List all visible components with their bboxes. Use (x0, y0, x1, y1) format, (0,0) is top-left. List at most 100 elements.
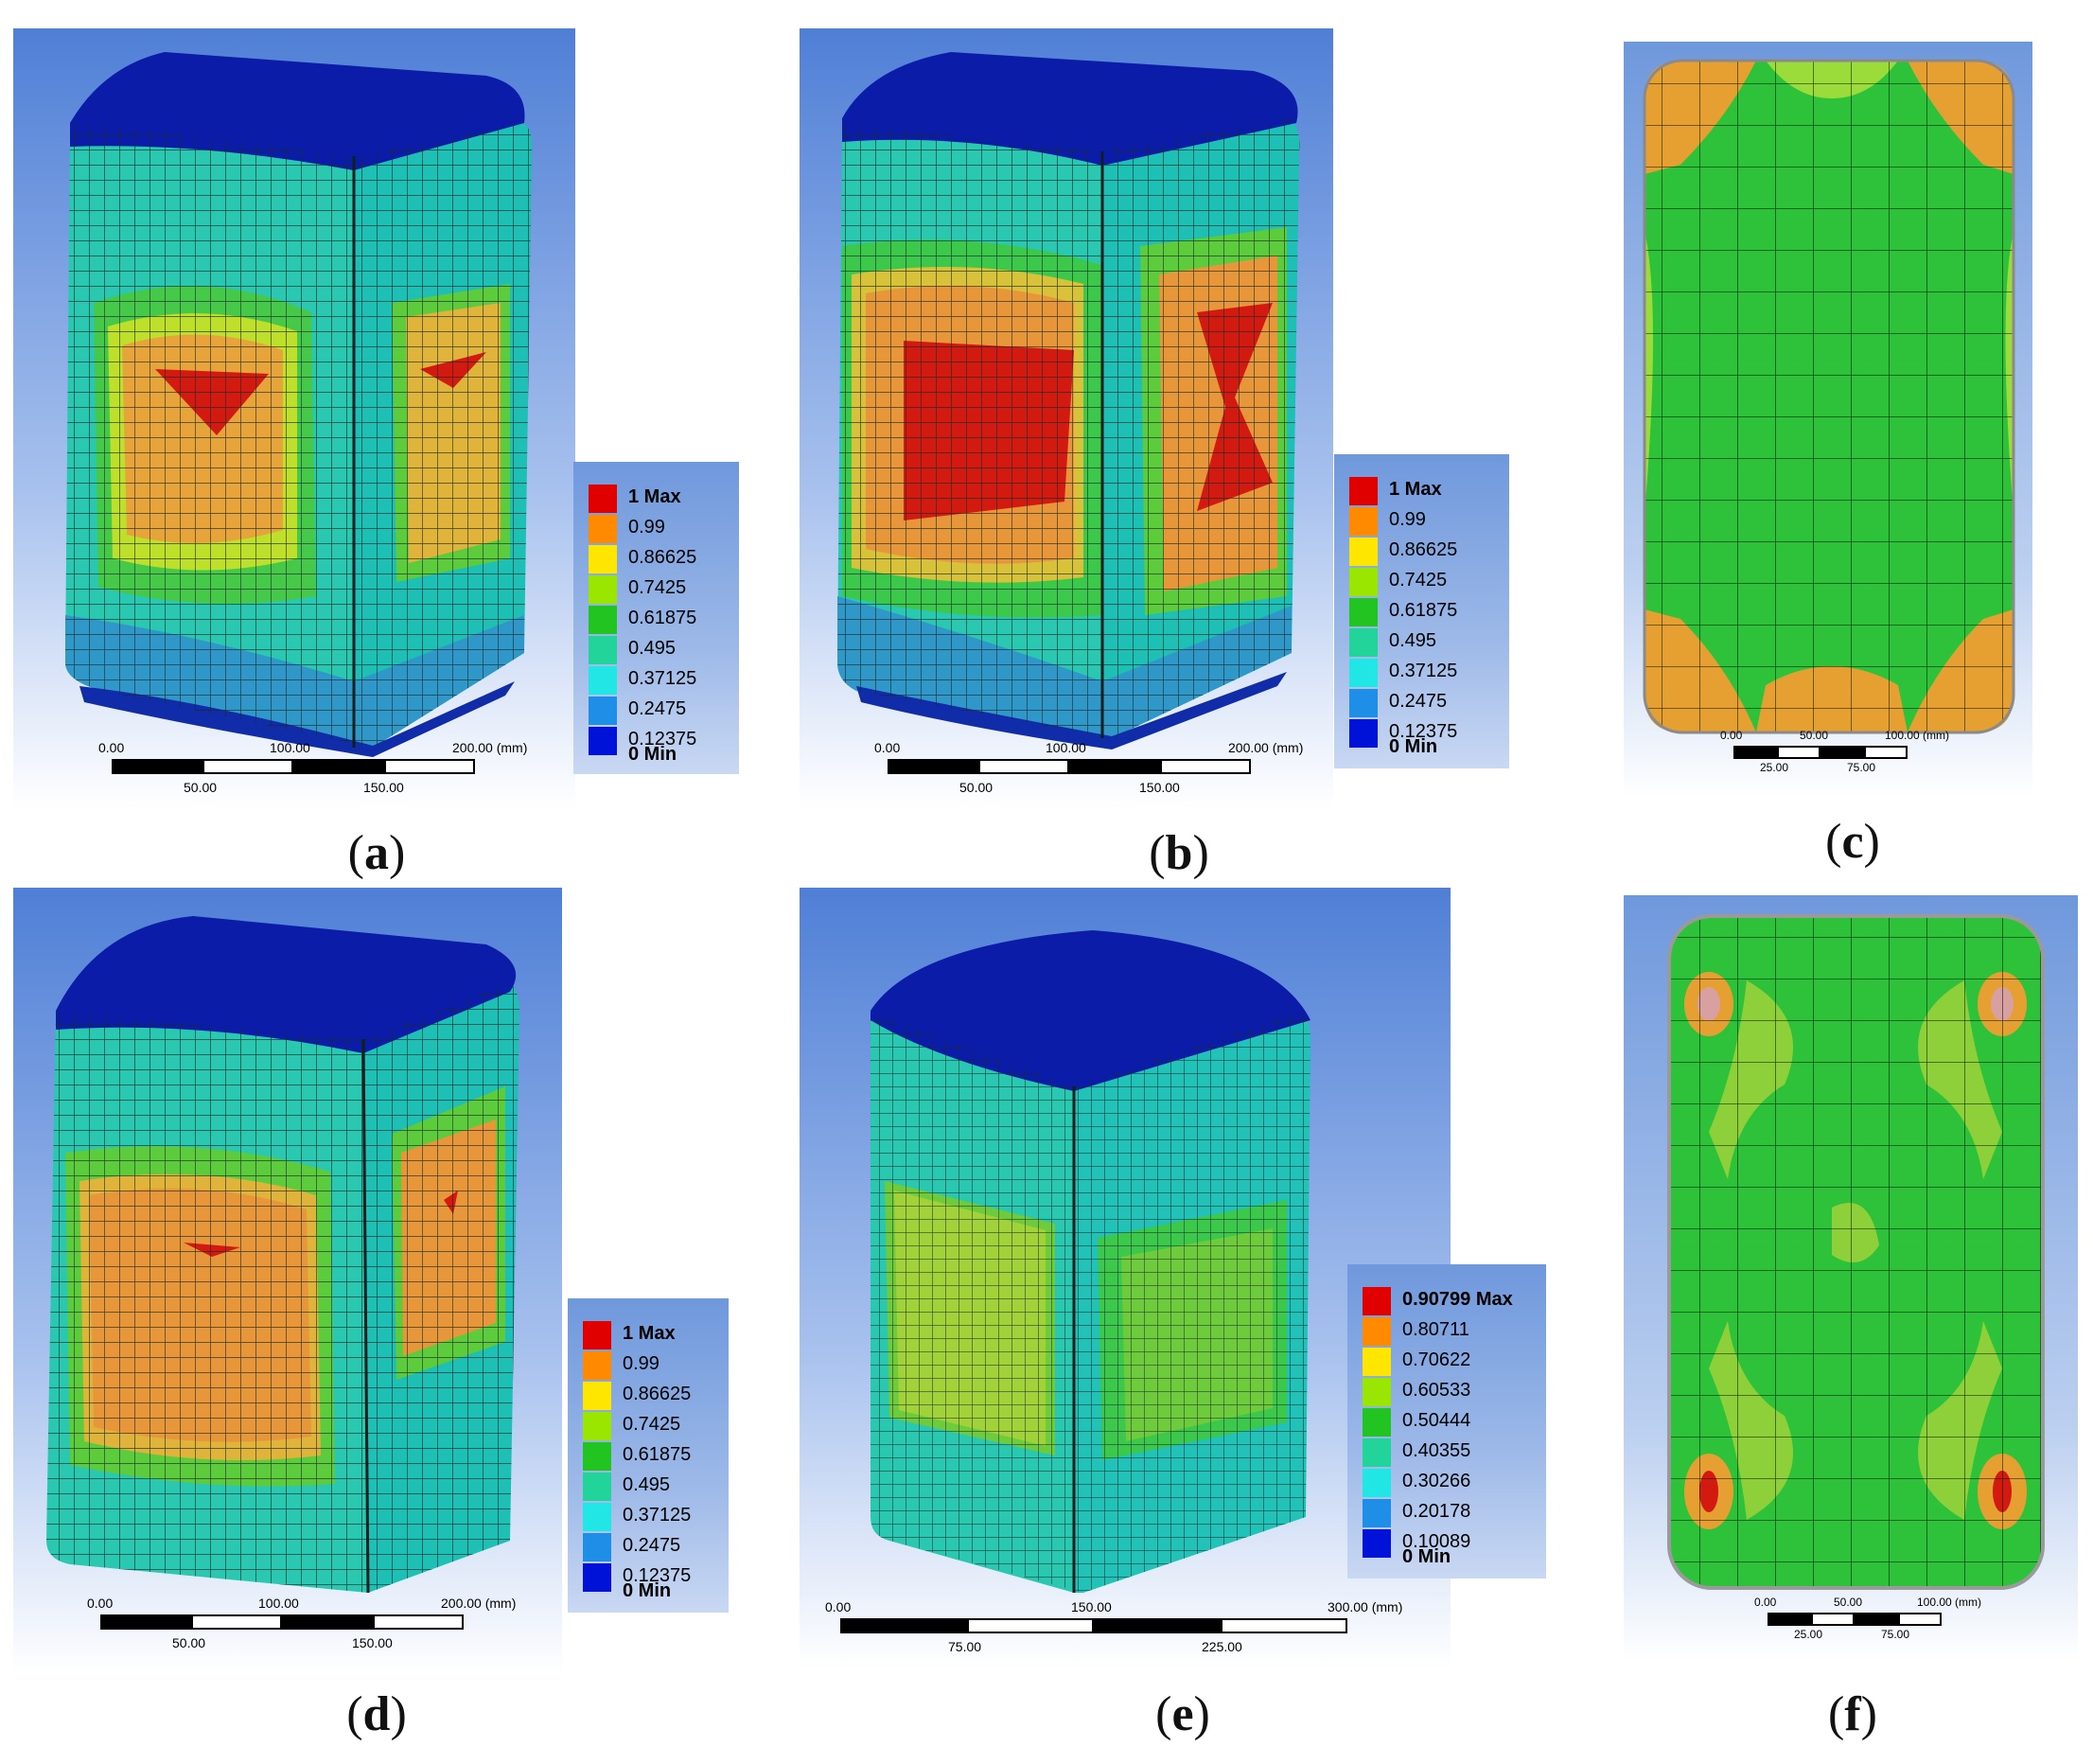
legend-swatch (1349, 568, 1378, 596)
scale-segment (978, 759, 1069, 774)
legend-swatch (1349, 538, 1378, 566)
scale-tick: 100.00 (mm) (1917, 1596, 1982, 1609)
legend-value: 0.495 (628, 638, 677, 659)
legend-swatch (1349, 659, 1378, 687)
legend-value: 0.2475 (623, 1535, 681, 1556)
scale-segment (1221, 1618, 1347, 1633)
legend-swatch (1349, 477, 1378, 505)
legend-value: 0.7425 (1389, 570, 1448, 591)
legend-value: 0.7425 (623, 1414, 681, 1435)
legend-value: 0.495 (1389, 630, 1437, 651)
legend-swatch (589, 727, 617, 755)
scale-bar-b: 0.00 100.00 200.00 (mm) 50.00 150.00 (874, 740, 1325, 797)
panel-f (1624, 895, 2078, 1662)
legend-swatch (583, 1382, 611, 1410)
scale-tick: 75.00 (1881, 1628, 1910, 1641)
scale-segment (1160, 759, 1251, 774)
legend-swatch (1363, 1499, 1391, 1527)
scale-tick: 50.00 (1834, 1596, 1863, 1609)
scale-tick: 75.00 (948, 1639, 982, 1654)
legend-min-label: 0 Min (1402, 1546, 1451, 1567)
scale-tick: 75.00 (1847, 761, 1876, 774)
panel-c (1624, 42, 2032, 799)
legend-value: 0.99 (628, 517, 665, 538)
scale-tick: 150.00 (1139, 780, 1180, 795)
legend-swatch (583, 1412, 611, 1440)
scale-tick: 100.00 (258, 1596, 299, 1611)
legend-swatch (589, 606, 617, 634)
legend-value: 0.495 (623, 1474, 671, 1495)
caption-e: (e) (1155, 1687, 1210, 1741)
scale-segment (384, 759, 475, 774)
legend-value: 0.12375 (1389, 721, 1458, 742)
legend-value: 0.50444 (1402, 1410, 1471, 1431)
legend-value: 0.40355 (1402, 1440, 1471, 1461)
scale-segment (1820, 746, 1864, 759)
scale-tick: 225.00 (1202, 1639, 1242, 1654)
scale-segment (1777, 746, 1820, 759)
legend-value: 0.30266 (1402, 1471, 1471, 1491)
legend-swatch (1349, 507, 1378, 536)
scale-tick: 100.00 (270, 740, 310, 755)
legend-swatch (583, 1473, 611, 1501)
scale-tick: 150.00 (352, 1635, 393, 1650)
legend-swatch (589, 575, 617, 604)
scale-tick: 200.00 (mm) (452, 740, 528, 755)
scale-tick: 0.00 (874, 740, 901, 755)
legend-value: 0.2475 (1389, 691, 1448, 712)
legend-value: 0.61875 (1389, 600, 1458, 621)
legend-swatch (583, 1503, 611, 1531)
legend-value: 0.37125 (1389, 661, 1458, 681)
scale-tick: 0.00 (98, 740, 125, 755)
scale-segment (1768, 1613, 1811, 1626)
scale-tick: 300.00 (mm) (1328, 1599, 1403, 1614)
legend-value: 0.37125 (623, 1505, 692, 1526)
legend-value: 0.2475 (628, 698, 687, 719)
scale-tick: 200.00 (mm) (441, 1596, 517, 1611)
scale-tick: 0.00 (1720, 729, 1743, 742)
panel-c-contour-plot (1624, 42, 2032, 799)
panel-e-contour-plot (800, 888, 1451, 1668)
scale-segment (1811, 1613, 1855, 1626)
legend-swatch (1363, 1408, 1391, 1437)
scale-tick: 0.00 (87, 1596, 114, 1611)
legend-value: 0.60533 (1402, 1380, 1471, 1401)
scale-segment (1094, 1618, 1221, 1633)
legend-swatch (1363, 1317, 1391, 1346)
legend-value: 0.20178 (1402, 1501, 1471, 1522)
legend-value: 0.61875 (628, 608, 697, 628)
legend-b: 1 Max 0.99 0.86625 0.7425 0.61875 0.495 … (1334, 454, 1509, 768)
legend-value: 0.99 (623, 1353, 660, 1374)
scale-bar-a: 0.00 100.00 200.00 (mm) 50.00 150.00 (98, 740, 549, 797)
scale-tick: 25.00 (1760, 761, 1789, 774)
scale-tick: 100.00 (mm) (1885, 729, 1950, 742)
legend-swatch (589, 697, 617, 725)
scale-segment (191, 1614, 282, 1630)
scale-tick: 100.00 (1046, 740, 1086, 755)
scale-bar-d: 0.00 100.00 200.00 (mm) 50.00 150.00 (87, 1596, 537, 1652)
legend-value: 0.61875 (623, 1444, 692, 1465)
panel-a-contour-plot (13, 28, 575, 809)
scale-segment (888, 759, 978, 774)
scale-tick: 200.00 (mm) (1228, 740, 1304, 755)
scale-tick: 150.00 (1071, 1599, 1112, 1614)
legend-value: 0.99 (1389, 509, 1426, 530)
legend-swatch (583, 1533, 611, 1561)
caption-d: (d) (346, 1687, 407, 1741)
scale-segment (293, 759, 384, 774)
legend-swatch (1363, 1438, 1391, 1467)
legend-value: 0.70622 (1402, 1349, 1471, 1370)
panel-a (13, 28, 575, 809)
panel-d-contour-plot (13, 888, 562, 1675)
scale-segment (967, 1618, 1094, 1633)
panel-e (800, 888, 1451, 1668)
legend-swatch (589, 636, 617, 664)
caption-c: (c) (1825, 815, 1880, 869)
scale-segment (1855, 1613, 1898, 1626)
legend-swatch (1349, 719, 1378, 748)
legend-swatch (583, 1563, 611, 1592)
scale-tick: 0.00 (825, 1599, 852, 1614)
legend-value: 0.10089 (1402, 1531, 1471, 1552)
legend-swatch (1349, 689, 1378, 717)
legend-max-label: 0.90799 Max (1402, 1289, 1513, 1310)
